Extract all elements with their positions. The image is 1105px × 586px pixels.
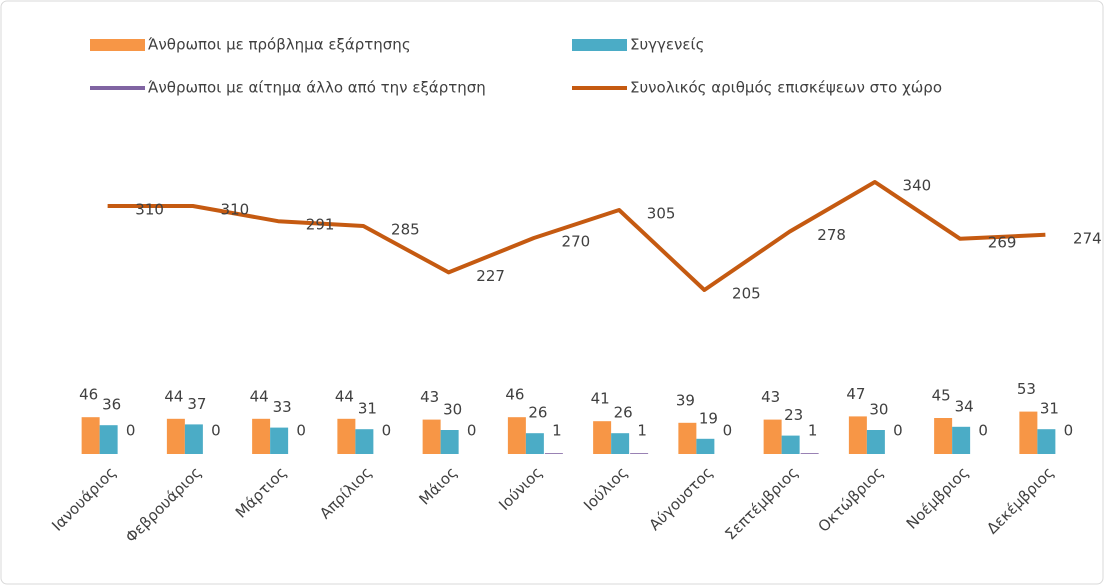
data-label: 1: [637, 422, 647, 440]
data-label: 274: [1073, 229, 1102, 247]
data-label: 47: [846, 385, 865, 403]
data-label: 0: [978, 422, 988, 440]
bar: [952, 426, 971, 454]
bar: [800, 453, 819, 454]
bar: [696, 438, 715, 454]
data-label: 30: [869, 401, 888, 419]
bar: [525, 433, 544, 454]
data-label: 36: [102, 396, 121, 414]
bar: [252, 418, 271, 454]
data-label: 44: [250, 387, 269, 405]
bar: [166, 418, 185, 454]
data-label: 0: [296, 422, 306, 440]
legend-swatch: [572, 39, 627, 51]
bar: [630, 453, 649, 454]
data-label: 310: [221, 201, 250, 219]
data-label: 0: [467, 422, 477, 440]
data-label: 227: [476, 267, 505, 285]
data-label: 44: [335, 387, 354, 405]
data-label: 0: [1064, 422, 1074, 440]
data-label: 0: [382, 422, 392, 440]
bar: [1019, 411, 1038, 454]
bar: [678, 422, 697, 454]
data-label: 26: [614, 404, 633, 422]
bar: [593, 421, 612, 454]
bar: [507, 417, 526, 454]
bar: [184, 424, 203, 454]
data-label: 0: [126, 422, 136, 440]
bar: [270, 427, 289, 454]
data-label: 30: [443, 401, 462, 419]
data-label: 34: [955, 397, 974, 415]
data-label: 43: [761, 388, 780, 406]
data-label: 45: [932, 387, 951, 405]
data-label: 0: [211, 422, 221, 440]
line: [107, 180, 1046, 292]
data-label: 39: [676, 391, 695, 409]
legend-label: Συνολικός αριθμός επισκέψεων στο χώρο: [630, 79, 942, 97]
data-label: 46: [79, 386, 98, 404]
bar: [544, 453, 563, 454]
data-label: 278: [817, 226, 846, 244]
bar: [337, 418, 356, 454]
bar: [848, 416, 867, 454]
bar: [355, 429, 374, 454]
bar: [611, 433, 630, 454]
legend-label: Άνθρωποι με πρόβλημα εξάρτησης: [148, 36, 411, 54]
bar: [422, 419, 441, 454]
data-label: 340: [903, 177, 932, 195]
bar: [866, 430, 885, 454]
data-label: 31: [1040, 400, 1059, 418]
data-label: 46: [505, 386, 524, 404]
bar: [440, 430, 459, 454]
data-label: 310: [135, 201, 164, 219]
data-label: 37: [187, 395, 206, 413]
bar: [781, 435, 800, 454]
data-label: 41: [591, 390, 610, 408]
data-label: 0: [723, 422, 733, 440]
legend-label: Συγγενείς: [630, 36, 704, 54]
data-label: 285: [391, 221, 420, 239]
bar: [934, 418, 953, 454]
data-label: 26: [528, 404, 547, 422]
data-label: 269: [988, 233, 1017, 251]
data-label: 205: [732, 285, 761, 303]
data-label: 305: [647, 205, 676, 223]
data-label: 43: [420, 388, 439, 406]
legend-label: Άνθρωποι με αίτημα άλλο από την εξάρτηση: [148, 79, 486, 97]
bar: [99, 425, 118, 454]
bar: [81, 417, 100, 454]
data-label: 23: [784, 406, 803, 424]
data-label: 1: [808, 422, 818, 440]
data-label: 53: [1017, 380, 1036, 398]
bar: [763, 419, 782, 454]
data-label: 0: [893, 422, 903, 440]
bar: [1037, 429, 1056, 454]
data-label: 270: [562, 233, 591, 251]
legend-swatch: [90, 39, 145, 51]
data-label: 33: [273, 398, 292, 416]
data-label: 31: [358, 400, 377, 418]
data-label: 291: [306, 216, 335, 234]
data-label: 19: [699, 409, 718, 427]
data-label: 1: [552, 422, 562, 440]
data-label: 44: [164, 387, 183, 405]
